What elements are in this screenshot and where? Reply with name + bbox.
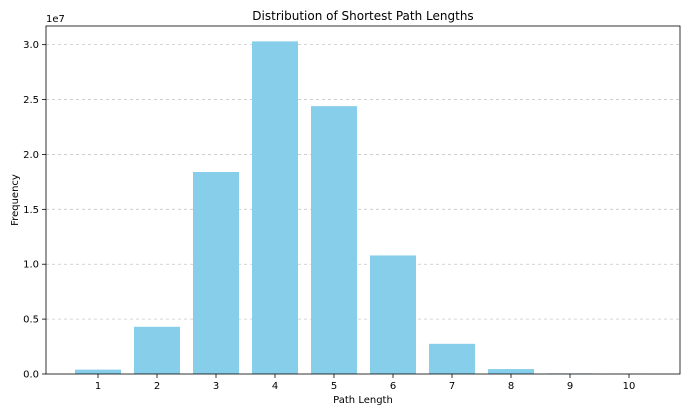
y-tick-label: 0.0 (23, 370, 39, 381)
x-tick-label: 4 (272, 381, 278, 392)
bars (75, 41, 652, 375)
y-tick-label: 2.0 (23, 150, 39, 161)
x-tick-label: 10 (623, 381, 636, 392)
y-ticks: 0.0 0.5 1.0 1.5 2.0 2.5 3.0 (23, 40, 46, 381)
y-tick-label: 2.5 (23, 95, 39, 106)
bar-4 (252, 41, 298, 375)
chart-title: Distribution of Shortest Path Lengths (252, 9, 473, 23)
bar-5 (311, 106, 357, 375)
x-tick-label: 3 (213, 381, 219, 392)
axes (45, 25, 681, 375)
x-tick-label: 9 (567, 381, 573, 392)
y-tick-label: 3.0 (23, 40, 39, 51)
bar-7 (429, 343, 475, 374)
x-ticks: 1 2 3 4 5 6 7 8 9 10 (95, 374, 636, 392)
y-tick-label: 1.5 (23, 205, 39, 216)
y-offset-label: 1e7 (46, 14, 65, 25)
x-axis-label: Path Length (333, 395, 393, 406)
y-tick-label: 1.0 (23, 260, 39, 271)
bar-1 (75, 369, 121, 374)
x-tick-label: 1 (95, 381, 101, 392)
gridlines (46, 44, 680, 320)
y-axis-label: Frequency (10, 174, 21, 226)
bar-6 (370, 255, 416, 374)
bar-2 (134, 326, 180, 374)
x-tick-label: 6 (390, 381, 396, 392)
y-tick-label: 0.5 (23, 315, 39, 326)
plot-frame (45, 25, 681, 375)
bar-3 (193, 172, 239, 374)
x-tick-label: 7 (449, 381, 455, 392)
bar-8 (488, 369, 534, 374)
x-tick-label: 2 (154, 381, 160, 392)
x-tick-label: 8 (508, 381, 514, 392)
x-tick-label: 5 (331, 381, 337, 392)
